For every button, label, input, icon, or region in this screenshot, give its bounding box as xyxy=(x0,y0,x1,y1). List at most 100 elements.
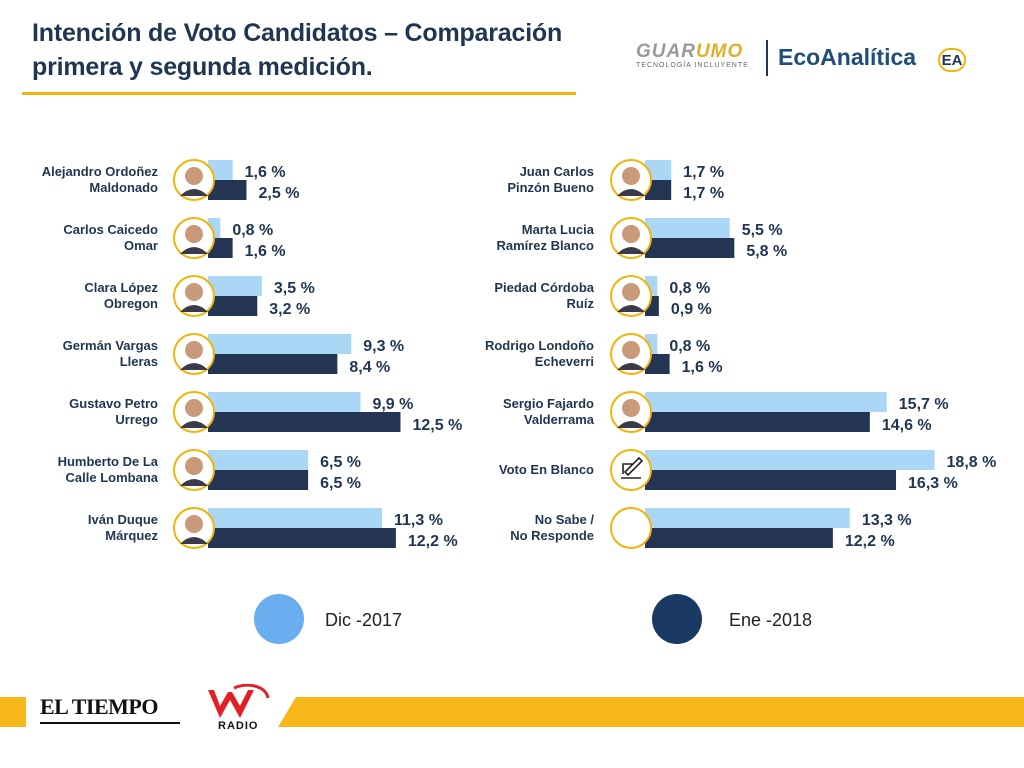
left-candidate-name: Lleras xyxy=(120,354,158,369)
right-candidate-name: No Responde xyxy=(510,528,594,543)
left-portrait-1-icon xyxy=(173,217,215,259)
right-candidate-name: Ramírez Blanco xyxy=(496,238,594,253)
left-value-dic: 11,3 % xyxy=(394,512,443,529)
left-candidate-name: Calle Lombana xyxy=(66,470,159,485)
left-value-ene: 8,4 % xyxy=(349,359,390,376)
logo-separator xyxy=(766,40,768,76)
right-bar-ene xyxy=(645,180,672,200)
left-bar-dic xyxy=(208,334,352,354)
right-portrait-2-icon xyxy=(610,275,652,317)
right-candidate-name: Ruíz xyxy=(567,296,595,311)
guarumo-logo: GUARUMO TECNOLOGÍA INCLUYENTE xyxy=(636,42,758,74)
left-candidate-name: Carlos Caicedo xyxy=(63,222,158,237)
left-value-dic: 0,8 % xyxy=(232,222,273,239)
guarumo-logo-text-b: UMO xyxy=(695,41,744,62)
left-bar-ene xyxy=(208,296,258,316)
right-candidate-name: Pinzón Bueno xyxy=(507,180,594,195)
right-ballot-5-icon xyxy=(610,449,652,491)
right-candidate-name: Voto En Blanco xyxy=(499,462,594,477)
left-candidate-name: Clara López xyxy=(84,280,158,295)
ea-logo-icon: EA xyxy=(938,48,966,72)
right-blank-circle-6-icon xyxy=(610,507,652,549)
right-candidate-name: Echeverri xyxy=(535,354,594,369)
right-value-dic: 15,7 % xyxy=(899,396,949,413)
title-underline xyxy=(22,92,576,95)
right-portrait-1-icon xyxy=(610,217,652,259)
footer-band-right xyxy=(278,697,1024,727)
right-value-dic: 1,7 % xyxy=(683,164,724,181)
left-bar-ene xyxy=(208,412,401,432)
left-value-dic: 1,6 % xyxy=(245,164,286,181)
right-portrait-0-icon xyxy=(610,159,652,201)
right-portrait-3-icon xyxy=(610,333,652,375)
right-candidate-name: Valderrama xyxy=(524,412,595,427)
wradio-w-icon xyxy=(208,683,270,718)
legend-label-ene: Ene -2018 xyxy=(729,610,812,630)
wradio-logo-text: RADIO xyxy=(218,720,259,732)
left-portrait-2-icon xyxy=(173,275,215,317)
right-candidate-name: Juan Carlos xyxy=(520,164,594,179)
left-value-ene: 3,2 % xyxy=(269,301,310,318)
left-value-ene: 1,6 % xyxy=(245,243,286,260)
left-bar-dic xyxy=(208,508,383,528)
right-value-ene: 1,7 % xyxy=(683,185,724,202)
left-value-dic: 6,5 % xyxy=(320,454,361,471)
right-bar-dic xyxy=(645,392,887,412)
right-value-dic: 13,3 % xyxy=(862,512,912,529)
right-bar-ene xyxy=(645,238,735,258)
left-value-ene: 12,5 % xyxy=(413,417,463,434)
legend-label-dic: Dic -2017 xyxy=(325,610,402,630)
left-bar-dic xyxy=(208,276,262,296)
right-value-ene: 14,6 % xyxy=(882,417,932,434)
right-value-ene: 12,2 % xyxy=(845,533,895,550)
left-portrait-0-icon xyxy=(173,159,215,201)
left-candidate-name: Omar xyxy=(124,238,158,253)
left-candidate-name: Obregon xyxy=(104,296,158,311)
right-value-ene: 5,8 % xyxy=(746,243,787,260)
left-bar-ene xyxy=(208,180,247,200)
left-portrait-4-icon xyxy=(173,391,215,433)
left-candidate-name: Humberto De La xyxy=(58,454,159,469)
right-bar-ene xyxy=(645,412,870,432)
right-bar-ene xyxy=(645,528,833,548)
page-title: Intención de Voto Candidatos – Comparaci… xyxy=(32,19,563,81)
left-candidate-name: Urrego xyxy=(115,412,158,427)
left-portrait-5-icon xyxy=(173,449,215,491)
left-bar-ene xyxy=(208,354,338,374)
left-candidate-name: Germán Vargas xyxy=(63,338,158,353)
left-value-ene: 2,5 % xyxy=(259,185,300,202)
eltiempo-logo: EL TIEMPO xyxy=(40,694,180,724)
left-candidate-name: Márquez xyxy=(105,528,158,543)
guarumo-logo-subtitle: TECNOLOGÍA INCLUYENTE xyxy=(636,62,749,69)
left-bar-dic xyxy=(208,450,309,470)
right-value-dic: 5,5 % xyxy=(742,222,783,239)
right-value-dic: 18,8 % xyxy=(947,454,997,471)
left-portrait-3-icon xyxy=(173,333,215,375)
legend-dot-ene xyxy=(652,594,702,644)
right-bar-dic xyxy=(645,160,672,180)
left-bar-ene xyxy=(208,528,396,548)
left-portrait-6-icon xyxy=(173,507,215,549)
right-value-dic: 0,8 % xyxy=(669,280,710,297)
left-value-dic: 9,9 % xyxy=(372,396,413,413)
left-value-ene: 12,2 % xyxy=(408,533,458,550)
left-bar-dic xyxy=(208,392,361,412)
guarumo-logo-text-a: GUAR xyxy=(636,41,696,62)
right-bar-dic xyxy=(645,508,850,528)
footer-band-left xyxy=(0,697,26,727)
left-bar-ene xyxy=(208,470,309,490)
right-candidate-name: Rodrigo Londoño xyxy=(485,338,594,353)
right-candidate-name: Sergio Fajardo xyxy=(503,396,594,411)
right-candidate-name: Piedad Córdoba xyxy=(494,280,594,295)
right-candidate-name: Marta Lucia xyxy=(522,222,595,237)
right-value-dic: 0,8 % xyxy=(669,338,710,355)
left-candidate-name: Maldonado xyxy=(89,180,158,195)
right-portrait-4-icon xyxy=(610,391,652,433)
right-bar-dic xyxy=(645,450,935,470)
left-candidate-name: Iván Duque xyxy=(88,512,158,527)
right-value-ene: 1,6 % xyxy=(682,359,723,376)
right-value-ene: 0,9 % xyxy=(671,301,712,318)
legend-dot-dic xyxy=(254,594,304,644)
ecoanalitica-logo: EcoAnalítica xyxy=(778,44,917,70)
